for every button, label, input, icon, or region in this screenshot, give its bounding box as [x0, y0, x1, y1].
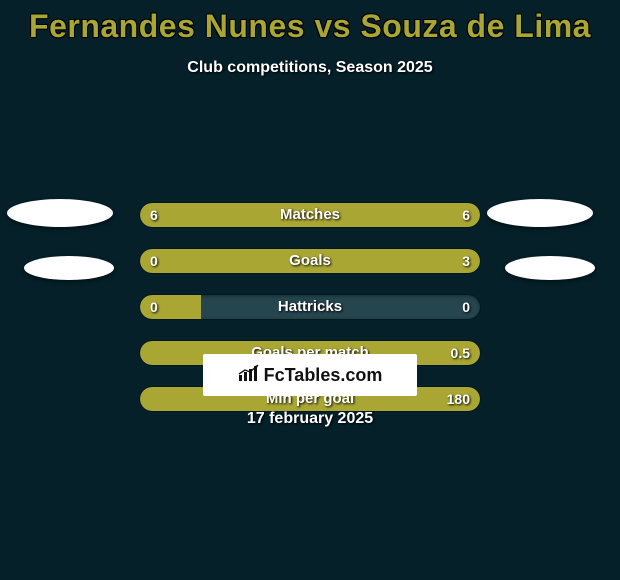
date-text: 17 february 2025 [0, 410, 620, 428]
page-title: Fernandes Nunes vs Souza de Lima [0, 0, 620, 45]
value-right: 180 [447, 387, 470, 411]
value-right: 3 [462, 249, 470, 273]
value-left: 6 [150, 203, 158, 227]
bar-track [140, 249, 480, 273]
value-right: 0 [462, 295, 470, 319]
brand-text: FcTables.com [264, 365, 383, 386]
value-left: 0 [150, 249, 158, 273]
subtitle: Club competitions, Season 2025 [0, 59, 620, 77]
brand-box: FcTables.com [203, 354, 417, 396]
value-right: 6 [462, 203, 470, 227]
bar-track [140, 295, 480, 319]
value-right: 0.5 [451, 341, 470, 365]
value-left: 0 [150, 295, 158, 319]
stat-row: 66Matches [0, 203, 620, 249]
bar-right [201, 249, 480, 273]
chart-up-icon [238, 364, 260, 387]
stat-row: 00Hattricks [0, 295, 620, 341]
stat-row: 03Goals [0, 249, 620, 295]
bar-track [140, 203, 480, 227]
bar-left [140, 203, 310, 227]
bar-right [310, 203, 480, 227]
